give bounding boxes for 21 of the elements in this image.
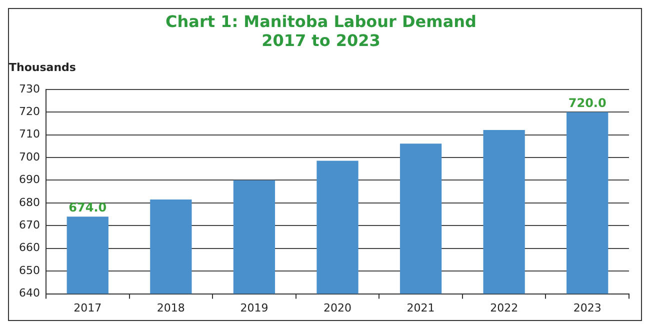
data-label: 720.0 <box>568 96 606 110</box>
x-tick-label: 2022 <box>490 301 518 314</box>
y-tick-label: 660 <box>18 241 40 254</box>
y-tick-label: 650 <box>18 264 40 277</box>
x-tick-label: 2018 <box>156 301 185 314</box>
x-tick-label: 2017 <box>74 301 102 314</box>
y-tick-label: 710 <box>18 128 40 141</box>
data-label: 674.0 <box>68 200 107 215</box>
y-tick-label: 730 <box>18 82 40 96</box>
x-tick-label: 2021 <box>406 301 435 314</box>
x-tick-label: 2019 <box>240 301 268 314</box>
y-tick-label: 640 <box>18 286 40 300</box>
x-tick-label: 2023 <box>573 301 602 314</box>
y-tick-label: 720 <box>18 104 40 118</box>
y-axis-title: Thousands <box>9 60 76 74</box>
chart-title: Chart 1: Manitoba Labour Demand 2017 to 2023 <box>166 12 476 50</box>
y-tick-label: 680 <box>18 196 40 209</box>
x-tick-label: 2020 <box>324 301 352 314</box>
y-tick-label: 700 <box>18 150 40 164</box>
y-tick-label: 690 <box>18 173 40 186</box>
y-tick-label: 670 <box>18 218 40 232</box>
